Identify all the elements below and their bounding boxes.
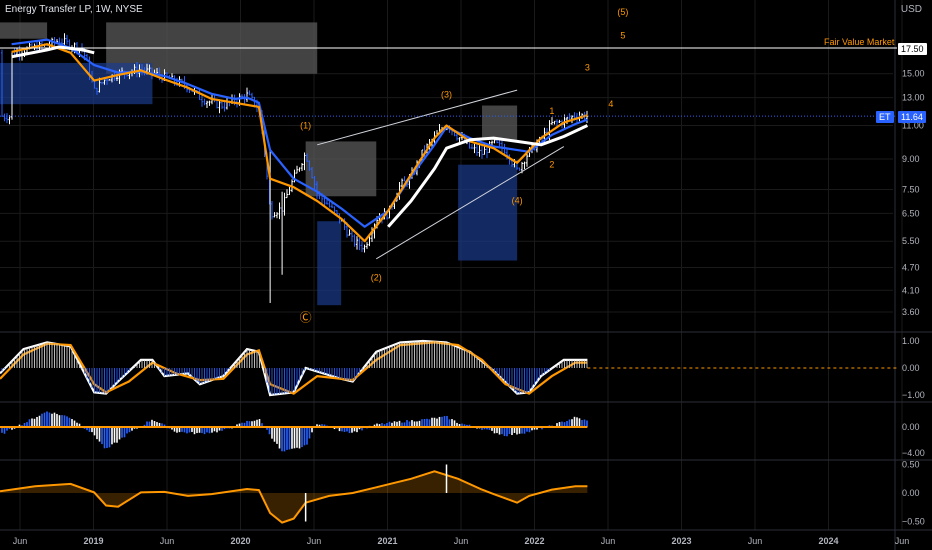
price-tick-label: 7.50: [902, 184, 920, 194]
price-tick-label: 3.60: [902, 307, 920, 317]
time-tick-label: Jun: [601, 536, 616, 546]
wave-label: 2: [549, 160, 554, 170]
fair-value-price-tag: 17.50: [898, 43, 927, 55]
wave-label: (2): [371, 272, 382, 282]
exchange-label: NYSE: [115, 4, 143, 15]
osc3-tick-label: −0.50: [902, 517, 925, 527]
osc3-line: [0, 470, 588, 524]
time-tick-label: Jun: [895, 536, 910, 546]
osc2-tick-label: −4.00: [902, 448, 925, 458]
oscillator-pane-3: [0, 464, 588, 524]
time-tick-label: Jun: [13, 536, 28, 546]
wave-label: 3: [585, 62, 590, 72]
ma-line-4: [387, 124, 589, 228]
wave-label: 4: [608, 99, 613, 109]
title-separator: ,: [89, 4, 96, 15]
osc3-area: [0, 471, 588, 523]
price-tick-label: 13.00: [902, 93, 925, 103]
price-tick-label: 5.50: [902, 236, 920, 246]
wave-label: (5): [617, 7, 628, 17]
time-tick-label: 2021: [377, 536, 397, 546]
time-tick-label: 2020: [230, 536, 250, 546]
wave-label: (3): [441, 90, 452, 100]
wave-label: Ⓒ: [300, 311, 312, 325]
trendline: [317, 89, 518, 146]
wave-label: 5: [620, 31, 625, 41]
wave-labels: (1) (2) (3) (4) (5) 1 2 3 4 5 Ⓒ: [300, 7, 629, 324]
osc3-tick-label: 0.00: [902, 488, 920, 498]
trendline: [376, 146, 565, 260]
time-tick-label: Jun: [160, 536, 175, 546]
ma-line-3: [11, 45, 95, 59]
osc1-tick-label: 0.00: [902, 363, 920, 373]
price-tick-label: 6.50: [902, 208, 920, 218]
time-tick-label: 2022: [524, 536, 544, 546]
supply-demand-zones: [0, 22, 518, 306]
price-tick-label: 9.00: [902, 154, 920, 164]
time-axis[interactable]: Jun 2019 Jun 2020 Jun 2021 Jun 2022 Jun 2023 Jun 20…: [13, 536, 910, 546]
wave-label: 1: [549, 106, 554, 116]
ma-line-2: [11, 43, 588, 243]
time-tick-label: 2023: [671, 536, 691, 546]
interval-label[interactable]: 1W: [95, 4, 110, 15]
price-tick-label: 4.10: [902, 285, 920, 295]
oscillator-pane-1: [0, 339, 897, 397]
time-tick-label: 2024: [818, 536, 838, 546]
osc1-line-2: [0, 341, 588, 395]
trendlines: [0, 47, 897, 260]
osc1-tick-label: −1.00: [902, 390, 925, 400]
last-price-tag: 11.64: [898, 111, 926, 123]
time-tick-label: Jun: [307, 536, 322, 546]
currency-label[interactable]: USD: [900, 4, 922, 15]
supply-zone: [305, 141, 377, 197]
price-axis[interactable]: 15.00 13.00 11.00 9.00 7.50 6.50 5.50 4.70 4.10 3…: [902, 69, 925, 527]
symbol-name: Energy Transfer LP: [5, 4, 90, 15]
supply-zone: [0, 22, 48, 39]
time-tick-label: 2019: [83, 536, 103, 546]
oscillator-pane-2: [0, 411, 588, 452]
osc3-tick-label: 0.50: [902, 460, 920, 470]
price-tick-label: 4.70: [902, 262, 920, 272]
price-tick-label: 11.00: [902, 121, 924, 131]
osc2-tick-label: 0.00: [902, 422, 920, 432]
demand-zone: [317, 221, 342, 306]
demand-zone: [458, 164, 518, 261]
symbol-title: Energy Transfer LP, 1W, NYSE: [5, 4, 143, 15]
wave-label: (4): [512, 195, 523, 205]
wave-label: (1): [300, 121, 311, 131]
time-tick-label: Jun: [748, 536, 763, 546]
moving-average-lines: [11, 38, 589, 243]
fair-value-label: Fair Value Market: [824, 37, 895, 47]
supply-zone: [482, 105, 518, 140]
ticker-tag: ET: [876, 111, 894, 123]
price-tick-label: 15.00: [902, 69, 925, 79]
time-tick-label: Jun: [454, 536, 469, 546]
demand-zone: [0, 62, 153, 105]
osc1-tick-label: 1.00: [902, 336, 920, 346]
title-separator: ,: [109, 4, 116, 15]
